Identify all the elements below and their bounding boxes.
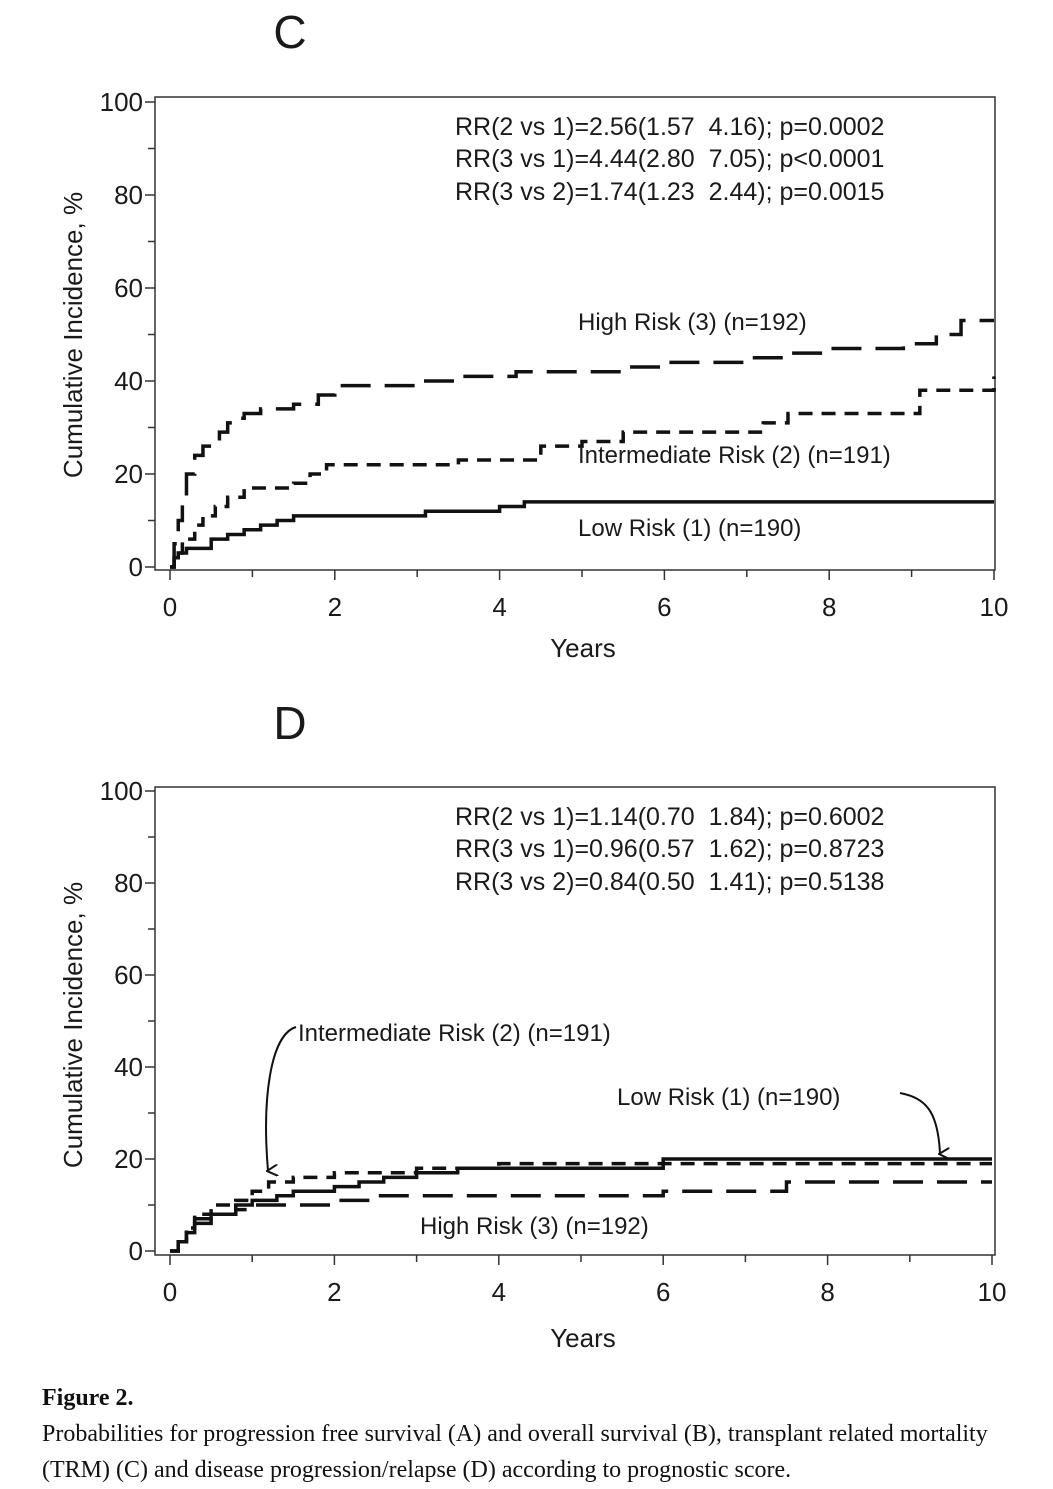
panel-label: C	[273, 6, 306, 58]
y-tick-label: 20	[114, 459, 143, 489]
y-tick-label: 20	[114, 1144, 143, 1174]
plot-frame	[154, 96, 996, 571]
stat-line-1: RR(2 vs 1)=1.14(0.70 1.84); p=0.6002	[455, 803, 884, 831]
label-intermediate-risk: Intermediate Risk (2) (n=191)	[578, 442, 891, 469]
stat-line-3: RR(3 vs 2)=0.84(0.50 1.41); p=0.5138	[455, 868, 884, 896]
stat-line-2: RR(3 vs 1)=0.96(0.57 1.62); p=0.8723	[455, 835, 884, 863]
stat-line-1: RR(2 vs 1)=2.56(1.57 4.16); p=0.0002	[455, 113, 884, 141]
x-tick-label: 10	[978, 1277, 1007, 1307]
label-low-risk: Low Risk (1) (n=190)	[578, 515, 801, 542]
caption-title: Figure 2.	[42, 1385, 134, 1411]
x-tick-label: 0	[163, 1277, 177, 1307]
y-tick-label: 60	[114, 273, 143, 303]
x-tick-label: 10	[980, 592, 1009, 622]
label-intermediate-risk: Intermediate Risk (2) (n=191)	[298, 1020, 611, 1047]
stat-line-3: RR(3 vs 2)=1.74(1.23 2.44); p=0.0015	[455, 178, 884, 206]
series-line-short	[170, 376, 996, 569]
y-tick-label: 0	[129, 552, 143, 582]
y-tick-label: 40	[114, 366, 143, 396]
y-axis-label: Cumulative Incidence, %	[58, 192, 88, 478]
panel-label: D	[273, 697, 306, 749]
x-tick-label: 8	[822, 592, 836, 622]
x-tick-label: 4	[492, 592, 506, 622]
x-tick-label: 2	[328, 592, 342, 622]
arrow-intermediate	[265, 1026, 297, 1171]
x-tick-label: 4	[492, 1277, 506, 1307]
y-axis-label: Cumulative Incidence, %	[58, 882, 88, 1168]
x-tick-label: 6	[656, 1277, 670, 1307]
arrow-low	[899, 1092, 940, 1154]
stat-line-2: RR(3 vs 1)=4.44(2.80 7.05); p<0.0001	[455, 145, 884, 173]
x-axis-label: Years	[550, 1323, 616, 1353]
x-tick-label: 6	[657, 592, 671, 622]
x-tick-label: 8	[820, 1277, 834, 1307]
series-line-short	[170, 1161, 992, 1253]
series-line-long	[170, 1180, 992, 1253]
series-line-solid	[170, 500, 994, 569]
y-tick-label: 100	[100, 87, 143, 117]
caption-text: Probabilities for progression free survi…	[42, 1421, 988, 1483]
series-group	[170, 1157, 992, 1253]
y-tick-label: 0	[129, 1236, 143, 1266]
label-high-risk: High Risk (3) (n=192)	[578, 309, 807, 336]
series-group	[170, 318, 996, 569]
label-high-risk: High Risk (3) (n=192)	[420, 1213, 649, 1240]
x-tick-label: 2	[327, 1277, 341, 1307]
y-tick-label: 40	[114, 1052, 143, 1082]
label-low-risk: Low Risk (1) (n=190)	[617, 1084, 840, 1111]
y-tick-label: 80	[114, 868, 143, 898]
y-tick-label: 60	[114, 960, 143, 990]
series-line-long	[170, 318, 994, 569]
x-tick-label: 0	[163, 592, 177, 622]
y-tick-label: 100	[100, 776, 143, 806]
figure-caption: Figure 2. Probabilities for progression …	[42, 1380, 1032, 1488]
series-line-solid	[170, 1157, 992, 1253]
y-tick-label: 80	[114, 180, 143, 210]
x-axis-label: Years	[550, 633, 616, 663]
